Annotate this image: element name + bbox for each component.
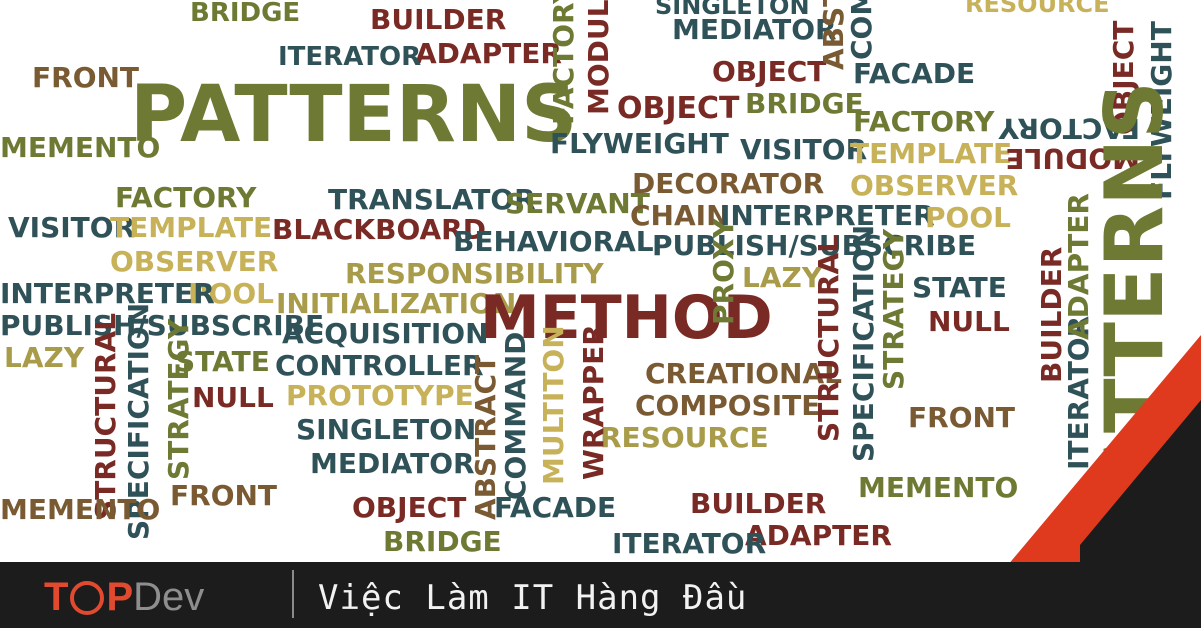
word-cloud: BRIDGE BUILDER ADAPTER ITERATOR FRONT PATTERN… <box>0 0 1181 560</box>
cloud-word: RESOURCE <box>600 421 769 454</box>
cloud-word: TEMPLATE <box>850 137 1013 170</box>
cloud-word: STRATEGY <box>877 228 910 390</box>
cloud-word: FACTORY <box>115 181 257 214</box>
cloud-word: OBJECT <box>712 55 827 88</box>
cloud-word: FRONT <box>170 479 278 512</box>
cloud-word: MULTITON <box>537 325 570 485</box>
cloud-word: NULL <box>192 381 274 414</box>
cloud-word: VISITOR <box>740 133 868 166</box>
cloud-word: DECORATOR <box>632 167 825 200</box>
cloud-word: ADAPTER <box>745 519 892 552</box>
cloud-word: STRATEGY <box>162 318 195 480</box>
cloud-word: ACQUISITION <box>282 317 489 350</box>
globe-icon <box>70 581 105 615</box>
cloud-word: ITERATOR <box>612 527 767 560</box>
cloud-word: FACTORY <box>547 0 580 125</box>
cloud-word: STRUCTURAL <box>89 312 122 520</box>
cloud-word: OBJECT <box>352 491 467 524</box>
cloud-word: SINGLETON <box>296 413 477 446</box>
cloud-word: FLYWEIGHT <box>550 127 729 160</box>
cloud-word: VISITOR <box>8 211 136 244</box>
cloud-word: FACTORY <box>853 105 995 138</box>
cloud-word: MEMENTO <box>0 131 161 164</box>
bottom-bar <box>0 562 1201 628</box>
cloud-word: WRAPPER <box>577 324 610 480</box>
cloud-word: PUBLISH/SUBSCRIBE <box>0 309 325 342</box>
logo-t: T <box>44 574 69 619</box>
cloud-word: RESOURCE <box>965 0 1110 18</box>
cloud-word: FRONT <box>908 401 1016 434</box>
cloud-word: CHAIN <box>630 199 730 232</box>
cloud-word: MEDIATOR <box>672 13 837 46</box>
cloud-word: COMPOSITE <box>635 389 821 422</box>
cloud-word: ABSTRACT <box>469 354 502 520</box>
cloud-word: BUILDER <box>690 487 827 520</box>
cloud-word: LAZY <box>742 261 823 294</box>
tagline: Việc Làm IT Hàng Đầu <box>318 578 748 618</box>
cloud-word: TEMPLATE <box>110 211 273 244</box>
cloud-word: BUILDER <box>370 3 507 36</box>
cloud-word: STRUCTURAL <box>812 234 845 442</box>
cloud-word: ADAPTER <box>415 37 562 70</box>
cloud-word: OBSERVER <box>110 245 279 278</box>
cloud-word: NULL <box>928 305 1010 338</box>
cloud-word: BEHAVIORAL <box>453 225 654 258</box>
cloud-word: CONTROLLER <box>275 349 484 382</box>
cloud-word: OBSERVER <box>850 169 1019 202</box>
cloud-word: TRANSLATOR <box>328 183 536 216</box>
cloud-word: FACADE <box>853 57 976 90</box>
cloud-word: SINGLETON <box>655 0 810 20</box>
cloud-word: LAZY <box>4 341 85 374</box>
cloud-word: INITIALIZATION <box>276 287 517 320</box>
cloud-word: PATTERNS <box>1088 81 1181 540</box>
cloud-word: INTERPRETER <box>720 199 935 232</box>
divider <box>292 570 294 618</box>
cloud-word: COMMAND <box>845 0 878 60</box>
cloud-word: METHOD <box>480 283 773 353</box>
cloud-word: BRIDGE <box>383 525 502 558</box>
cloud-word: SPECIFICATION <box>847 224 880 462</box>
cloud-word: STATE <box>912 271 1007 304</box>
cloud-word: OBJECT <box>617 91 740 126</box>
cloud-word: PROTOTYPE <box>286 379 474 412</box>
cloud-word: FRONT <box>32 61 140 94</box>
cloud-word: POOL <box>188 277 274 310</box>
cloud-word: ABSTRACT <box>817 0 850 70</box>
topdev-logo: T P Dev <box>44 575 204 619</box>
cloud-word: BRIDGE <box>745 87 864 120</box>
cloud-word: SERVANT <box>505 187 650 220</box>
cloud-word: MEDIATOR <box>310 447 475 480</box>
cloud-word: INTERPRETER <box>0 277 215 310</box>
cloud-word: BRIDGE <box>190 0 301 28</box>
cloud-word: POOL <box>925 201 1011 234</box>
cloud-word: PROXY <box>707 218 740 325</box>
cloud-word: MODULE <box>582 0 615 115</box>
cloud-word: FACADE <box>494 491 617 524</box>
cloud-word: ITERATOR <box>278 42 422 72</box>
cloud-word: CREATIONAL <box>645 357 842 390</box>
cloud-word: PATTERNS <box>130 70 578 160</box>
cloud-word: MEMENTO <box>858 471 1019 504</box>
cloud-word: BLACKBOARD <box>272 213 486 246</box>
cloud-word: RESPONSIBILITY <box>345 257 604 290</box>
logo-p: P <box>106 574 134 619</box>
cloud-word: STATE <box>175 345 270 378</box>
logo-dev: Dev <box>133 574 205 619</box>
cloud-word: PUBLISH/SUBSCRIBE <box>652 229 977 262</box>
cloud-word: MEMENTO <box>0 493 161 526</box>
cloud-word: COMMAND <box>499 331 532 500</box>
